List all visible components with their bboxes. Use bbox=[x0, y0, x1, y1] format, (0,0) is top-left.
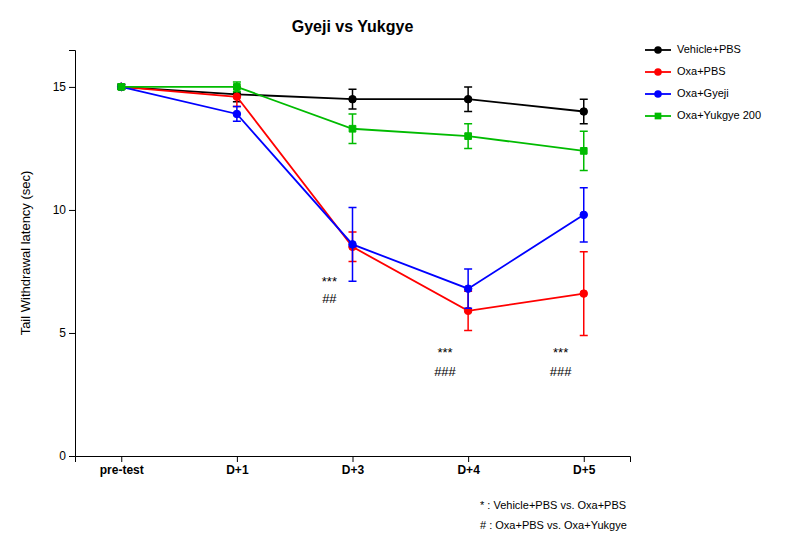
y-tick: 15 bbox=[53, 80, 75, 94]
series-line bbox=[121, 87, 584, 151]
y-tick-label: 5 bbox=[59, 326, 66, 340]
x-tick-mark bbox=[353, 456, 354, 462]
legend-label: Oxa+Gyeji bbox=[677, 87, 729, 99]
annotation: ## bbox=[322, 291, 337, 306]
point bbox=[465, 133, 472, 140]
error-bar bbox=[349, 114, 357, 144]
point bbox=[117, 83, 125, 91]
series bbox=[117, 83, 588, 335]
footnote: * : Vehicle+PBS vs. Oxa+PBS bbox=[480, 499, 626, 511]
error-bar bbox=[464, 269, 472, 308]
x-tick-mark bbox=[584, 456, 585, 462]
series-line bbox=[121, 87, 584, 289]
point bbox=[234, 84, 241, 91]
x-tick-label: D+1 bbox=[226, 463, 249, 477]
series-line bbox=[121, 87, 584, 311]
title: Gyeji vs Yukgye bbox=[292, 18, 414, 35]
x-tick: D+3 bbox=[342, 456, 365, 477]
series bbox=[117, 83, 588, 308]
legend-marker bbox=[655, 113, 662, 120]
point bbox=[117, 83, 125, 91]
error-bar bbox=[580, 99, 588, 124]
legend-label: Vehicle+PBS bbox=[677, 43, 741, 55]
y-tick: 10 bbox=[53, 203, 75, 217]
y-tick: 5 bbox=[59, 326, 75, 340]
x-tick-label: D+3 bbox=[342, 463, 365, 477]
y-tick-mark bbox=[69, 333, 75, 334]
point bbox=[349, 241, 357, 249]
point bbox=[118, 84, 125, 91]
series-line bbox=[121, 87, 584, 112]
x-tick-label: D+5 bbox=[573, 463, 596, 477]
legend-marker bbox=[654, 46, 662, 54]
x-tick-mark bbox=[237, 456, 238, 462]
plot: 051015pre-testD+1D+3D+4D+5***##***###***… bbox=[53, 51, 631, 477]
y-axis-title: Tail Withdrawal latency (sec) bbox=[18, 171, 33, 336]
point bbox=[580, 148, 587, 155]
error-bar bbox=[349, 207, 357, 281]
annotation: *** bbox=[322, 274, 337, 289]
annotation: *** bbox=[437, 345, 452, 360]
legend-item: Oxa+Gyeji bbox=[645, 87, 729, 99]
error-bar bbox=[464, 87, 472, 112]
error-bar bbox=[464, 124, 472, 149]
point bbox=[580, 108, 588, 116]
x-tick-mark bbox=[121, 456, 122, 462]
y-tick: 0 bbox=[59, 449, 75, 463]
chart: 051015pre-testD+1D+3D+4D+5***##***###***… bbox=[0, 0, 800, 551]
x-axis-line bbox=[76, 457, 631, 463]
marks bbox=[117, 82, 588, 335]
y-axis: 0 5 10 15 bbox=[53, 51, 76, 464]
footnotes: * : Vehicle+PBS vs. Oxa+PBS # : Oxa+PBS v… bbox=[480, 499, 627, 531]
x-axis: pre-test D+1 D+3 D+4 D+5 bbox=[76, 456, 631, 477]
legend: Vehicle+PBS Oxa+PBS Oxa+Gyeji Oxa+Yukgye 20… bbox=[645, 43, 761, 121]
footnote: # : Oxa+PBS vs. Oxa+Yukgye bbox=[480, 519, 627, 531]
annotation: ### bbox=[550, 364, 572, 379]
legend-label: Oxa+PBS bbox=[677, 65, 726, 77]
y-tick-mark bbox=[69, 210, 75, 211]
legend-item: Vehicle+PBS bbox=[645, 43, 741, 55]
point bbox=[464, 285, 472, 293]
error-bar bbox=[349, 89, 357, 109]
error-bar bbox=[117, 84, 125, 89]
annotation: *** bbox=[553, 345, 568, 360]
error-bar bbox=[117, 84, 125, 89]
legend-item: Oxa+PBS bbox=[645, 65, 726, 77]
series bbox=[117, 82, 588, 171]
y-tick-label: 0 bbox=[59, 449, 66, 463]
x-tick: D+4 bbox=[457, 456, 480, 477]
legend-item: Oxa+Yukgye 200 bbox=[645, 109, 761, 121]
y-axis-line bbox=[69, 51, 76, 457]
legend-label: Oxa+Yukgye 200 bbox=[677, 109, 761, 121]
point bbox=[464, 95, 472, 103]
point bbox=[117, 83, 125, 91]
y-tick-label: 15 bbox=[53, 80, 67, 94]
point bbox=[233, 93, 241, 101]
x-tick-label: D+4 bbox=[457, 463, 480, 477]
annotations: *** ## *** ### *** ### bbox=[322, 274, 572, 379]
error-bar bbox=[117, 84, 125, 89]
point bbox=[580, 290, 588, 298]
error-bar bbox=[580, 252, 588, 336]
error-bar bbox=[233, 82, 241, 92]
x-tick: pre-test bbox=[100, 456, 144, 477]
x-tick-mark bbox=[468, 456, 469, 462]
point bbox=[233, 110, 241, 118]
error-bar bbox=[580, 188, 588, 242]
x-tick: D+1 bbox=[226, 456, 249, 477]
point bbox=[349, 95, 357, 103]
error-bar bbox=[580, 131, 588, 170]
annotation: ### bbox=[434, 364, 456, 379]
error-bar bbox=[233, 107, 241, 122]
error-bar bbox=[117, 84, 125, 89]
y-tick-mark bbox=[69, 456, 75, 457]
legend-marker bbox=[654, 68, 662, 76]
legend-marker bbox=[654, 90, 662, 98]
x-tick-label: pre-test bbox=[100, 463, 144, 477]
x-tick: D+5 bbox=[573, 456, 596, 477]
point bbox=[580, 211, 588, 219]
point bbox=[349, 125, 356, 132]
y-tick-label: 10 bbox=[53, 203, 67, 217]
y-tick-mark bbox=[69, 87, 75, 88]
